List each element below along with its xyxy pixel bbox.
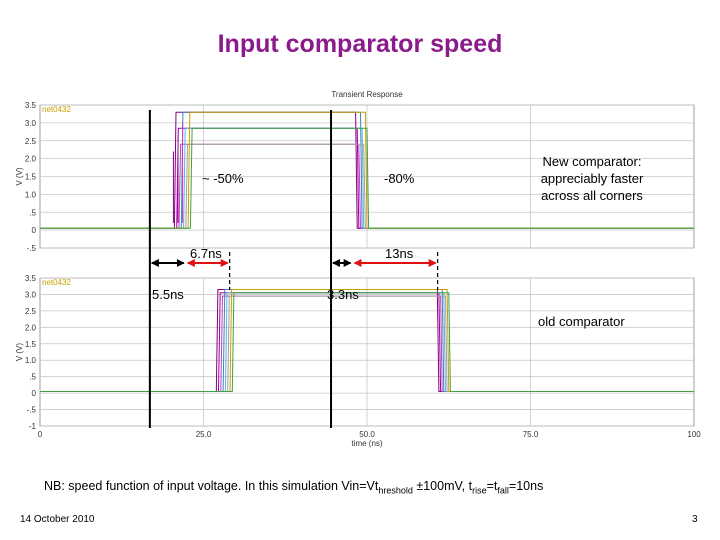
ytick-label-1-7: 0 <box>32 389 37 398</box>
label-t-old1: 5.5ns <box>152 287 184 302</box>
note-suffix: =10ns <box>508 479 544 493</box>
xtick-label-1: 25.0 <box>196 430 212 439</box>
ytick-label-0-4: 1.5 <box>25 173 37 182</box>
ytick-label-1-4: 1.5 <box>25 340 37 349</box>
label-t-new2: 13ns <box>385 246 414 261</box>
xtick-label-0: 0 <box>38 430 43 439</box>
slide-title: Input comparator speed <box>217 30 503 58</box>
xtick-label-3: 75.0 <box>523 430 539 439</box>
slide-date: 14 October 2010 <box>20 514 95 525</box>
ytick-label-1-6: .5 <box>29 373 36 382</box>
note-rise-sub: rise <box>472 485 487 496</box>
ytick-label-1-0: 3.5 <box>25 274 37 283</box>
xlabel: time (ns) <box>351 439 382 448</box>
ytick-label-0-3: 2.0 <box>25 155 37 164</box>
legend-1: net0432 <box>42 278 71 287</box>
legend-0: net0432 <box>42 105 71 114</box>
ytick-label-0-5: 1.0 <box>25 190 37 199</box>
ytick-label-0-2: 2.5 <box>25 137 37 146</box>
annotation-minus80: -80% <box>384 171 415 186</box>
note-prefix: NB: speed function of input voltage. In … <box>44 479 379 493</box>
annotation-old-comparator: old comparator <box>538 314 625 329</box>
annotation-minus50: ~ -50% <box>202 171 244 186</box>
ytick-label-1-8: -.5 <box>27 406 37 415</box>
new-comp-line-1: New comparator: <box>542 154 642 169</box>
simulation-note: NB: speed function of input voltage. In … <box>44 479 543 496</box>
ytick-label-1-2: 2.5 <box>25 307 37 316</box>
ytick-label-1-1: 3.0 <box>25 290 37 299</box>
note-threshold-sub: hreshold <box>378 485 413 496</box>
note-fall-sub: fall <box>497 485 509 496</box>
trace-1-7 <box>40 292 694 392</box>
chart-title: Transient Response <box>331 90 403 99</box>
ytick-label-0-0: 3.5 <box>25 101 37 110</box>
label-t-new1: 6.7ns <box>190 246 222 261</box>
ytick-label-0-1: 3.0 <box>25 119 37 128</box>
ylabel-0: V (V) <box>15 167 24 186</box>
ytick-label-0-8: -.5 <box>27 244 37 253</box>
page-number: 3 <box>692 514 698 525</box>
ytick-label-0-7: 0 <box>32 226 37 235</box>
new-comp-line-2: appreciably faster <box>540 171 644 186</box>
ytick-label-1-3: 2.0 <box>25 323 37 332</box>
xtick-label-4: 100 <box>687 430 701 439</box>
ytick-label-1-9: -1 <box>29 422 37 431</box>
ytick-label-0-6: .5 <box>29 208 36 217</box>
ylabel-1: V (V) <box>15 343 24 362</box>
ytick-label-1-5: 1.0 <box>25 356 37 365</box>
new-comp-line-3: across all corners <box>541 188 643 203</box>
annotation-new-comparator: New comparator: appreciably faster acros… <box>530 153 654 204</box>
note-eq: =t <box>486 479 498 493</box>
note-middle: ±100mV, t <box>412 479 473 493</box>
trace-0-7 <box>40 127 694 229</box>
label-t-old2: 3.3ns <box>327 287 359 302</box>
xtick-label-2: 50.0 <box>359 430 375 439</box>
